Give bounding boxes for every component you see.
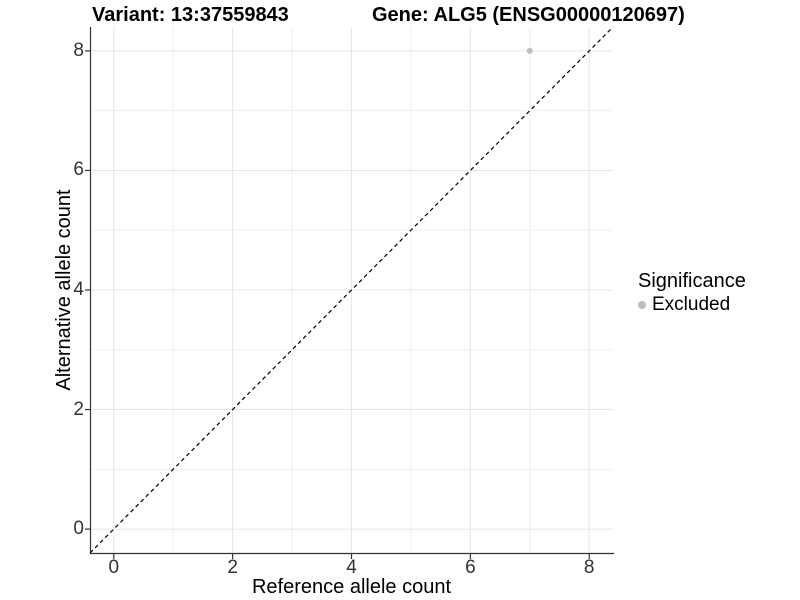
y-axis-title: Alternative allele count: [53, 189, 75, 391]
legend: Significance Excluded: [638, 269, 746, 316]
legend-entry-excluded: Excluded: [638, 294, 746, 316]
y-tick-label: 2: [73, 398, 84, 420]
y-tick-label: 6: [73, 159, 84, 181]
x-tick-label: 6: [465, 557, 476, 578]
x-tick-label: 2: [227, 557, 238, 578]
identity-reference-line: [89, 26, 614, 554]
legend-excluded-dot-icon: [638, 301, 646, 309]
x-tick-label: 0: [108, 557, 120, 578]
x-tick-label: 8: [583, 557, 595, 578]
variant-title: Variant: 13:37559843: [92, 4, 289, 26]
y-tick-label: 4: [73, 279, 84, 300]
x-axis-title: Reference allele count: [251, 576, 451, 598]
y-tick-label: 0: [73, 518, 84, 540]
data-point-excluded: [526, 47, 533, 54]
legend-title: Significance: [638, 270, 746, 292]
legend-entry-label: Excluded: [652, 294, 731, 315]
gene-title: Gene: ALG5 (ENSG00000120697): [372, 4, 685, 26]
x-tick-label: 4: [346, 557, 357, 578]
y-tick-label: 8: [73, 39, 84, 61]
